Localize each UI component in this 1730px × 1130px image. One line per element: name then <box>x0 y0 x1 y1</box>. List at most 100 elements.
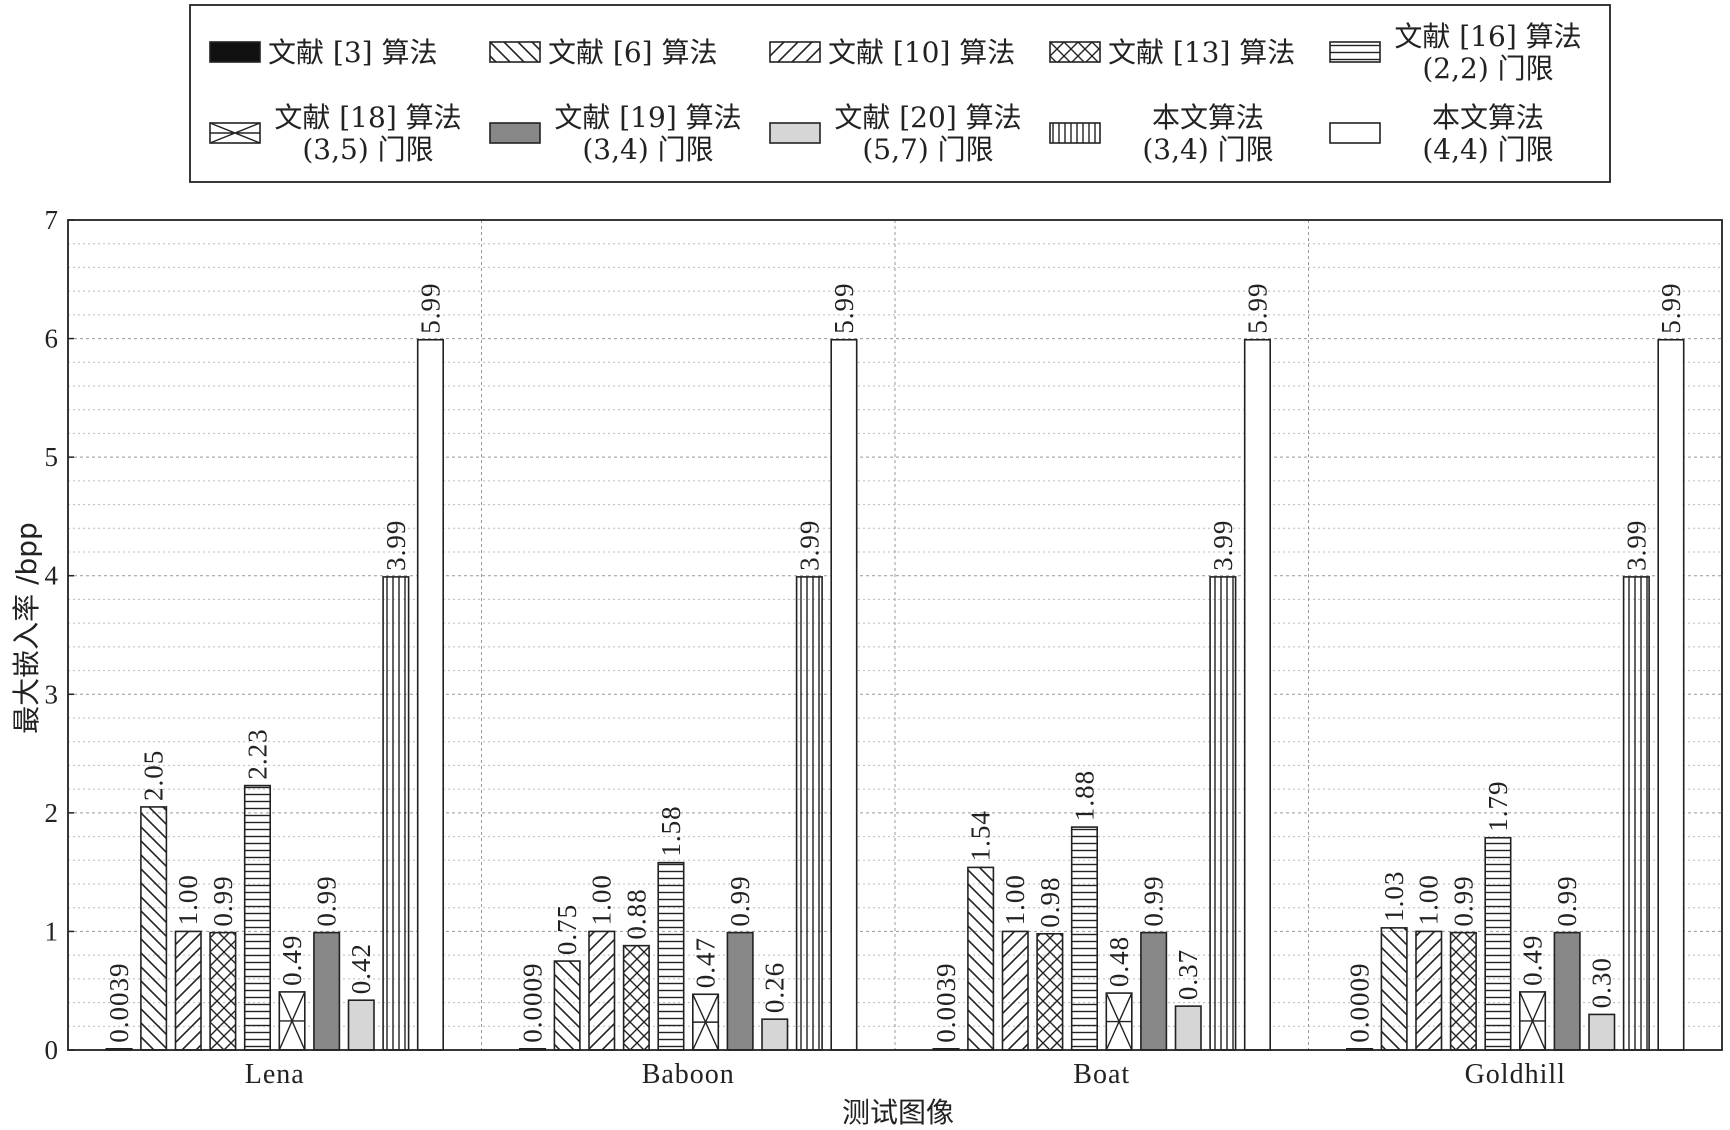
legend-item: 文献 [19] 算法(3,4) 门限 <box>489 101 742 166</box>
grid-lines <box>68 220 1722 1050</box>
data-label: 5.99 <box>1656 283 1686 334</box>
bar <box>1070 826 1098 1051</box>
x-tick-label: Lena <box>245 1059 305 1090</box>
bar <box>1657 338 1685 1051</box>
data-label: 0.0039 <box>104 963 134 1043</box>
data-label: 0.99 <box>725 875 755 926</box>
bar <box>1243 338 1271 1051</box>
bar <box>140 806 168 1051</box>
data-label: 3.99 <box>381 520 411 571</box>
axes-group: 0 1 2 3 4 5 6 7 Lena Baboon Boat Goldhill <box>45 205 1723 1090</box>
data-label: 2.05 <box>139 750 169 801</box>
y-tick-label: 6 <box>45 324 59 354</box>
legend-label: 文献 [10] 算法 <box>828 36 1015 69</box>
legend-swatch <box>769 41 821 63</box>
legend-swatch <box>1049 41 1101 63</box>
bar <box>313 931 341 1051</box>
legend-label: 文献 [16] 算法 <box>1394 20 1581 53</box>
data-label: 0.75 <box>552 904 582 955</box>
legend-label: 本文算法 <box>1432 101 1544 134</box>
data-label: 0.42 <box>346 943 376 994</box>
data-label: 0.99 <box>312 875 342 926</box>
legend-swatch <box>1329 41 1381 63</box>
bar <box>1380 927 1408 1051</box>
legend-label-line2: (3,4) 门限 <box>582 133 713 166</box>
y-tick-label: 3 <box>45 679 59 709</box>
data-label: 0.49 <box>1518 935 1548 986</box>
bar <box>382 576 410 1051</box>
y-tick-label: 4 <box>45 561 59 591</box>
legend-label-line2: (3,5) 门限 <box>302 133 433 166</box>
legend-swatch <box>769 122 821 144</box>
legend-swatch <box>489 122 541 144</box>
bar <box>209 931 237 1051</box>
legend-swatch <box>209 41 261 63</box>
data-label: 1.88 <box>1069 770 1099 821</box>
x-axis-title: 测试图像 <box>842 1096 954 1129</box>
bar <box>795 576 823 1051</box>
data-label: 3.99 <box>794 520 824 571</box>
y-axis-title: 最大嵌入率 /bpp <box>10 522 43 734</box>
data-label: 5.99 <box>829 283 859 334</box>
legend-item: 文献 [6] 算法 <box>489 36 717 69</box>
data-label: 0.48 <box>1104 936 1134 987</box>
bar <box>622 944 650 1051</box>
bar <box>553 960 581 1051</box>
legend: 文献 [3] 算法 文献 [6] 算法 文献 [10] 算法 文献 [13] 算法 文献… <box>189 4 1611 183</box>
bar <box>761 1018 789 1051</box>
legend-swatch <box>489 41 541 63</box>
data-label: 1.00 <box>173 874 203 925</box>
bars-group <box>105 338 1685 1051</box>
data-label: 0.37 <box>1173 949 1203 1000</box>
bar <box>1174 1005 1202 1051</box>
legend-label-line2: (5,7) 门限 <box>862 133 993 166</box>
legend-label: 文献 [3] 算法 <box>268 36 437 69</box>
y-tick-label: 7 <box>45 205 59 235</box>
legend-box <box>189 4 1611 183</box>
data-label: 0.98 <box>1035 877 1065 928</box>
data-label: 0.0039 <box>931 963 961 1043</box>
data-label: 3.99 <box>1621 520 1651 571</box>
bar <box>243 784 271 1051</box>
legend-label: 文献 [13] 算法 <box>1108 36 1295 69</box>
data-label: 1.00 <box>1414 874 1444 925</box>
bar <box>657 861 685 1051</box>
legend-label: 文献 [6] 算法 <box>548 36 717 69</box>
bar <box>174 930 202 1051</box>
legend-label-line2: (3,4) 门限 <box>1142 133 1273 166</box>
legend-swatch <box>1329 122 1381 144</box>
legend-swatch <box>1049 122 1101 144</box>
legend-label-line2: (4,4) 门限 <box>1422 133 1553 166</box>
bar <box>1553 931 1581 1051</box>
legend-item: 文献 [18] 算法(3,5) 门限 <box>209 101 462 166</box>
bar <box>588 930 616 1051</box>
bar <box>1588 1013 1616 1051</box>
data-label: 1.00 <box>587 874 617 925</box>
x-tick-label: Boat <box>1073 1059 1130 1090</box>
bar <box>967 866 995 1051</box>
legend-swatch <box>209 122 261 144</box>
bar <box>347 999 375 1051</box>
legend-item: 文献 [10] 算法 <box>769 36 1015 69</box>
legend-label: 文献 [19] 算法 <box>554 101 741 134</box>
data-label: 1.54 <box>966 810 996 861</box>
bar <box>278 991 306 1051</box>
bar <box>1209 576 1237 1051</box>
bar <box>1140 931 1168 1051</box>
data-label: 1.00 <box>1000 874 1030 925</box>
y-tick-label: 5 <box>45 442 59 472</box>
data-label: 0.26 <box>760 962 790 1013</box>
data-label: 0.99 <box>1448 875 1478 926</box>
legend-item: 文献 [3] 算法 <box>209 36 437 69</box>
data-label: 3.99 <box>1208 520 1238 571</box>
data-label: 0.49 <box>277 935 307 986</box>
y-tick-label: 1 <box>45 916 59 946</box>
legend-item: 文献 [13] 算法 <box>1049 36 1295 69</box>
bar <box>416 338 445 1051</box>
y-tick-label: 2 <box>45 798 59 828</box>
bar <box>1001 930 1029 1051</box>
data-label: 0.47 <box>691 937 721 988</box>
data-label: 0.99 <box>1139 875 1169 926</box>
data-label: 0.99 <box>208 875 238 926</box>
